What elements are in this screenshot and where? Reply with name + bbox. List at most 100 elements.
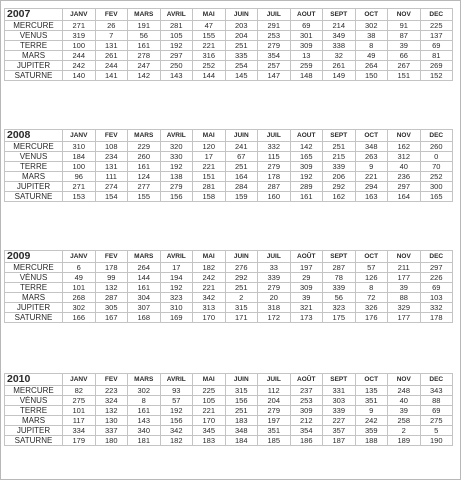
value-cell: 204 [257, 395, 291, 406]
value-cell: 13 [289, 50, 323, 61]
value-cell: 191 [127, 20, 161, 31]
value-cell: 8 [354, 40, 388, 51]
month-header: JUIL [257, 129, 291, 142]
value-cell: 244 [62, 50, 96, 61]
value-cell: 151 [387, 70, 421, 81]
value-cell: 329 [387, 302, 421, 313]
value-cell: 126 [354, 272, 388, 283]
value-cell: 212 [289, 415, 323, 426]
value-cell: 33 [257, 262, 291, 273]
value-cell: 70 [419, 161, 453, 172]
value-cell: 49 [62, 272, 96, 283]
value-cell: 177 [387, 312, 421, 323]
value-cell: 112 [257, 385, 291, 396]
value-cell: 348 [354, 141, 388, 152]
value-cell: 351 [257, 425, 291, 436]
value-cell: 211 [387, 262, 421, 273]
value-cell: 17 [192, 151, 226, 162]
month-header: JUIN [224, 373, 258, 386]
value-cell: 105 [159, 30, 193, 41]
value-cell: 343 [419, 385, 453, 396]
table-row: TERRE 101 132 161 192 221 251 279 309 339 8 39 69 [4, 282, 453, 293]
value-cell: 251 [224, 405, 258, 416]
table-row: TERRE 100 131 161 192 221 251 279 309 339 9 40 70 [4, 161, 453, 172]
value-cell: 247 [127, 60, 161, 71]
value-cell: 105 [192, 395, 226, 406]
month-header: NOV [387, 8, 421, 21]
value-cell: 143 [127, 415, 161, 426]
value-cell: 49 [354, 50, 388, 61]
month-header: JANV [62, 250, 96, 263]
value-cell: 335 [224, 50, 258, 61]
value-cell: 192 [159, 40, 193, 51]
value-cell: 164 [224, 171, 258, 182]
value-cell: 297 [419, 262, 453, 273]
value-cell: 225 [192, 385, 226, 396]
value-cell: 96 [62, 171, 96, 182]
month-header: AVRIL [159, 8, 193, 21]
value-cell: 297 [387, 181, 421, 192]
value-cell: 330 [159, 151, 193, 162]
value-cell: 269 [419, 60, 453, 71]
value-cell: 227 [322, 415, 356, 426]
planet-name: VÉNUS [4, 395, 63, 406]
month-header: JUIN [224, 250, 258, 263]
value-cell: 287 [257, 181, 291, 192]
value-cell: 323 [159, 292, 193, 303]
value-cell: 309 [289, 40, 323, 51]
value-cell: 151 [192, 171, 226, 182]
table-row: JUPITER 302 305 307 310 313 315 318 321 323 326 329… [4, 302, 453, 313]
value-cell: 159 [224, 191, 258, 202]
month-header: JUIN [224, 129, 258, 142]
planet-name: TERRE [4, 40, 63, 51]
value-cell: 309 [289, 161, 323, 172]
value-cell: 321 [289, 302, 323, 313]
value-cell: 221 [354, 171, 388, 182]
month-header: DEC [419, 250, 453, 263]
value-cell: 156 [224, 395, 258, 406]
month-header: JANV [62, 129, 96, 142]
value-cell: 190 [419, 435, 453, 446]
year-table-2010: 2010 JANV FEV MARS AVRIL MAI JUIN JUIL AOÛT SEPT O… [4, 373, 453, 446]
value-cell: 185 [257, 435, 291, 446]
value-cell: 351 [354, 395, 388, 406]
value-cell: 197 [289, 262, 323, 273]
value-cell: 170 [192, 312, 226, 323]
value-cell: 342 [192, 292, 226, 303]
value-cell: 244 [94, 60, 128, 71]
value-cell: 161 [127, 282, 161, 293]
month-header: MARS [127, 129, 161, 142]
table-row: SATURNE 166 167 168 169 170 171 172 173 175 176 177… [4, 312, 453, 323]
value-cell: 279 [257, 161, 291, 172]
value-cell: 81 [419, 50, 453, 61]
value-cell: 39 [387, 40, 421, 51]
value-cell: 303 [322, 395, 356, 406]
value-cell: 131 [94, 161, 128, 172]
value-cell: 221 [192, 405, 226, 416]
month-header: DEC [419, 8, 453, 21]
planet-name: SATURNE [4, 191, 63, 202]
year-label: 2009 [4, 250, 63, 263]
value-cell: 236 [387, 171, 421, 182]
value-cell: 142 [289, 141, 323, 152]
value-cell: 184 [62, 151, 96, 162]
value-cell: 309 [289, 405, 323, 416]
value-cell: 66 [387, 50, 421, 61]
month-header: JUIL [257, 250, 291, 263]
value-cell: 339 [322, 282, 356, 293]
value-cell: 259 [289, 60, 323, 71]
value-cell: 101 [62, 405, 96, 416]
value-cell: 257 [257, 60, 291, 71]
month-header: NOV [387, 373, 421, 386]
value-cell: 261 [322, 60, 356, 71]
month-header: JANV [62, 8, 96, 21]
month-header: JUIL [257, 373, 291, 386]
value-cell: 264 [127, 262, 161, 273]
value-cell: 6 [62, 262, 96, 273]
value-cell: 281 [192, 181, 226, 192]
value-cell: 253 [289, 395, 323, 406]
value-cell: 315 [224, 385, 258, 396]
value-cell: 169 [159, 312, 193, 323]
planet-name: MERCURE [4, 141, 63, 152]
value-cell: 166 [62, 312, 96, 323]
